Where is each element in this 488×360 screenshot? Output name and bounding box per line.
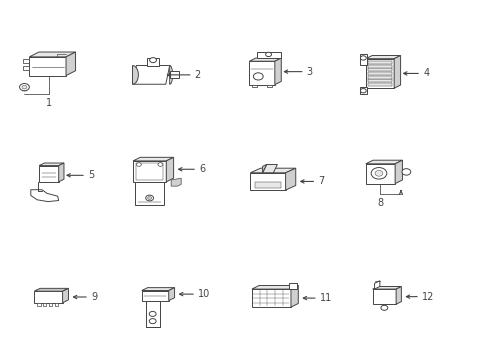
Polygon shape [393,55,400,88]
Circle shape [265,52,271,57]
Polygon shape [285,168,295,190]
Text: 12: 12 [421,292,433,302]
Polygon shape [372,287,401,289]
Polygon shape [367,72,391,75]
Polygon shape [394,160,402,184]
Polygon shape [133,157,173,161]
Polygon shape [359,87,366,94]
Polygon shape [365,164,394,184]
Circle shape [380,305,387,310]
Circle shape [149,311,156,316]
Polygon shape [169,71,179,78]
Polygon shape [132,66,138,84]
Polygon shape [66,52,75,76]
Polygon shape [249,61,274,85]
Circle shape [22,85,27,89]
Polygon shape [39,163,64,166]
Circle shape [147,197,151,199]
Polygon shape [37,303,41,306]
Circle shape [149,58,156,63]
Polygon shape [62,288,68,303]
Polygon shape [166,157,173,182]
Polygon shape [34,291,62,303]
Text: 10: 10 [198,289,210,299]
Polygon shape [262,165,266,173]
Text: 4: 4 [422,68,428,78]
Polygon shape [367,83,391,86]
Text: 9: 9 [91,292,97,302]
Polygon shape [365,160,402,164]
Polygon shape [146,58,159,66]
Polygon shape [250,168,295,173]
Polygon shape [256,51,281,58]
Polygon shape [132,66,169,84]
Text: 2: 2 [194,70,200,80]
Text: 3: 3 [306,67,312,77]
Circle shape [253,73,263,80]
Polygon shape [251,289,290,307]
Text: 11: 11 [319,293,331,303]
Circle shape [20,84,29,91]
Text: 7: 7 [318,176,324,186]
Polygon shape [133,161,166,182]
Polygon shape [365,59,393,88]
Polygon shape [367,76,391,78]
Polygon shape [395,287,401,304]
Text: 5: 5 [88,170,94,180]
Circle shape [370,167,386,179]
Polygon shape [251,285,298,289]
Polygon shape [267,85,272,87]
Polygon shape [171,178,181,186]
Circle shape [401,168,410,175]
Polygon shape [367,61,391,64]
Polygon shape [372,289,395,304]
Circle shape [360,89,366,93]
Polygon shape [251,85,256,87]
Polygon shape [169,66,172,84]
Polygon shape [250,173,285,190]
Polygon shape [43,303,46,306]
Polygon shape [168,288,174,301]
Polygon shape [23,59,29,63]
Circle shape [145,195,153,201]
Circle shape [374,170,382,176]
Polygon shape [142,288,174,291]
Polygon shape [59,163,64,182]
Polygon shape [29,57,66,76]
Polygon shape [367,79,391,82]
Polygon shape [23,66,29,70]
Polygon shape [39,166,59,182]
Polygon shape [374,281,379,289]
Polygon shape [290,285,298,307]
Polygon shape [55,303,58,306]
Polygon shape [249,58,281,61]
Polygon shape [365,55,400,59]
Text: 6: 6 [199,164,205,174]
Polygon shape [367,68,391,71]
Circle shape [136,163,141,166]
Polygon shape [49,303,52,306]
Circle shape [360,56,366,60]
Polygon shape [288,283,296,289]
Circle shape [149,319,156,324]
Text: 1: 1 [46,98,52,108]
Circle shape [158,163,163,166]
Polygon shape [29,52,75,57]
Polygon shape [255,182,280,188]
Polygon shape [367,64,391,68]
Polygon shape [31,190,59,202]
Polygon shape [135,182,163,205]
Polygon shape [274,58,281,85]
Polygon shape [145,301,159,327]
Polygon shape [262,165,277,173]
Polygon shape [34,288,68,291]
Polygon shape [142,291,168,301]
Polygon shape [359,54,366,65]
Text: 8: 8 [377,198,383,208]
